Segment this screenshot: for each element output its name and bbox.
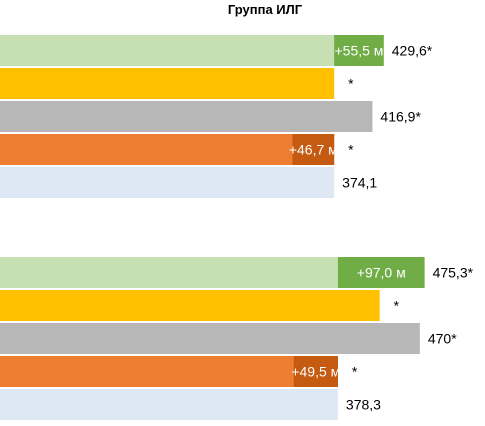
highlight-label-g1-1: +55,5 м: [334, 43, 383, 59]
bar-g2-5: [0, 389, 338, 420]
bars-layer: +55,5 м 429,6* * 416,9* +46,7 м * 374,1 +97,0 м…: [0, 35, 474, 420]
bar-g2-3: [0, 323, 420, 354]
bar-g1-3: [0, 101, 373, 132]
value-label-g2-4: *: [352, 364, 358, 380]
bar-highlight-g2-4: [293, 356, 338, 387]
highlight-label-g1-4: +46,7 м: [289, 142, 338, 158]
value-label-g2-5: 378,3: [346, 397, 381, 413]
bar-highlight-g2-1: [337, 257, 425, 288]
chart-title: Группа ИЛГ: [228, 2, 303, 17]
value-label-g1-1: 429,6*: [392, 43, 433, 59]
bar-g2-4: [0, 356, 338, 387]
value-label-g1-4: *: [348, 142, 354, 158]
bar-highlight-g1-1: [334, 35, 384, 66]
bar-g2-2: [0, 290, 380, 321]
highlight-label-g2-1: +97,0 м: [357, 265, 406, 281]
value-label-g2-1: 475,3*: [433, 265, 474, 281]
value-label-g1-5: 374,1: [342, 175, 377, 191]
bar-highlight-g1-4: [292, 134, 335, 165]
bar-g1-2: [0, 68, 335, 99]
value-label-g2-2: *: [394, 298, 400, 314]
bar-g1-4: [0, 134, 335, 165]
bar-g1-5: [0, 167, 335, 198]
value-label-g1-2: *: [348, 76, 354, 92]
highlight-label-g2-4: +49,5 м: [291, 364, 340, 380]
bar-g1-1: [0, 35, 384, 66]
value-label-g1-3: 416,9*: [380, 109, 421, 125]
value-label-g2-3: 470*: [428, 331, 457, 347]
